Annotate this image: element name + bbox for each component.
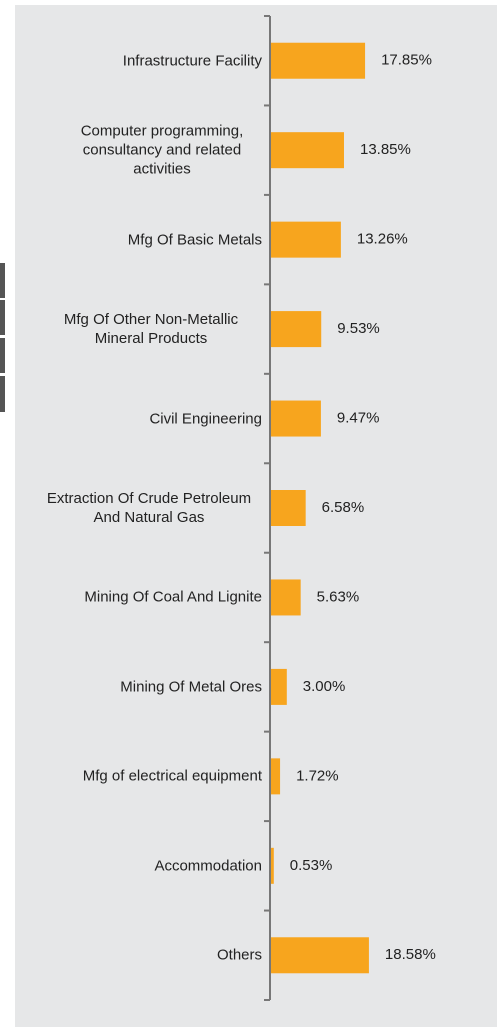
- category-label: Others: [216, 946, 262, 964]
- bar: [271, 937, 369, 974]
- bar: [271, 758, 281, 795]
- bar: [271, 311, 322, 348]
- value-label: 0.53%: [290, 857, 333, 874]
- category-label: Mfg of electrical equipment: [82, 767, 262, 785]
- bar: [271, 579, 301, 616]
- side-tab: [0, 300, 5, 335]
- value-label: 9.53%: [337, 320, 380, 337]
- value-label: 18.58%: [385, 946, 436, 963]
- value-label: 6.58%: [322, 499, 365, 516]
- category-label: Mfg Of Basic Metals: [127, 231, 262, 249]
- category-label: Infrastructure Facility: [122, 52, 262, 70]
- bar: [271, 847, 274, 884]
- value-label: 13.85%: [360, 141, 411, 158]
- bar: [271, 490, 306, 526]
- value-label: 1.72%: [296, 767, 339, 784]
- category-label: Accommodation: [154, 857, 262, 875]
- side-tab: [0, 338, 5, 373]
- side-tab: [0, 376, 5, 412]
- bar: [271, 400, 321, 437]
- category-label: Mining Of Metal Ores: [120, 678, 262, 696]
- category-label: Computer programming, consultancy and re…: [80, 122, 244, 178]
- category-label: Mfg Of Other Non-Metallic Mineral Produc…: [63, 311, 239, 348]
- category-label: Mining Of Coal And Lignite: [84, 588, 262, 606]
- bar: [271, 221, 341, 258]
- value-label: 9.47%: [337, 410, 380, 427]
- value-label: 13.26%: [357, 231, 408, 248]
- bar: [271, 668, 287, 705]
- panel: [15, 5, 497, 1027]
- bar: [271, 42, 366, 79]
- value-label: 17.85%: [381, 52, 432, 69]
- category-label: Extraction Of Crude Petroleum And Natura…: [46, 490, 252, 526]
- side-tab: [0, 263, 5, 298]
- bar: [271, 132, 344, 169]
- value-label: 3.00%: [303, 678, 346, 695]
- value-label: 5.63%: [317, 588, 360, 605]
- category-label: Civil Engineering: [149, 410, 262, 428]
